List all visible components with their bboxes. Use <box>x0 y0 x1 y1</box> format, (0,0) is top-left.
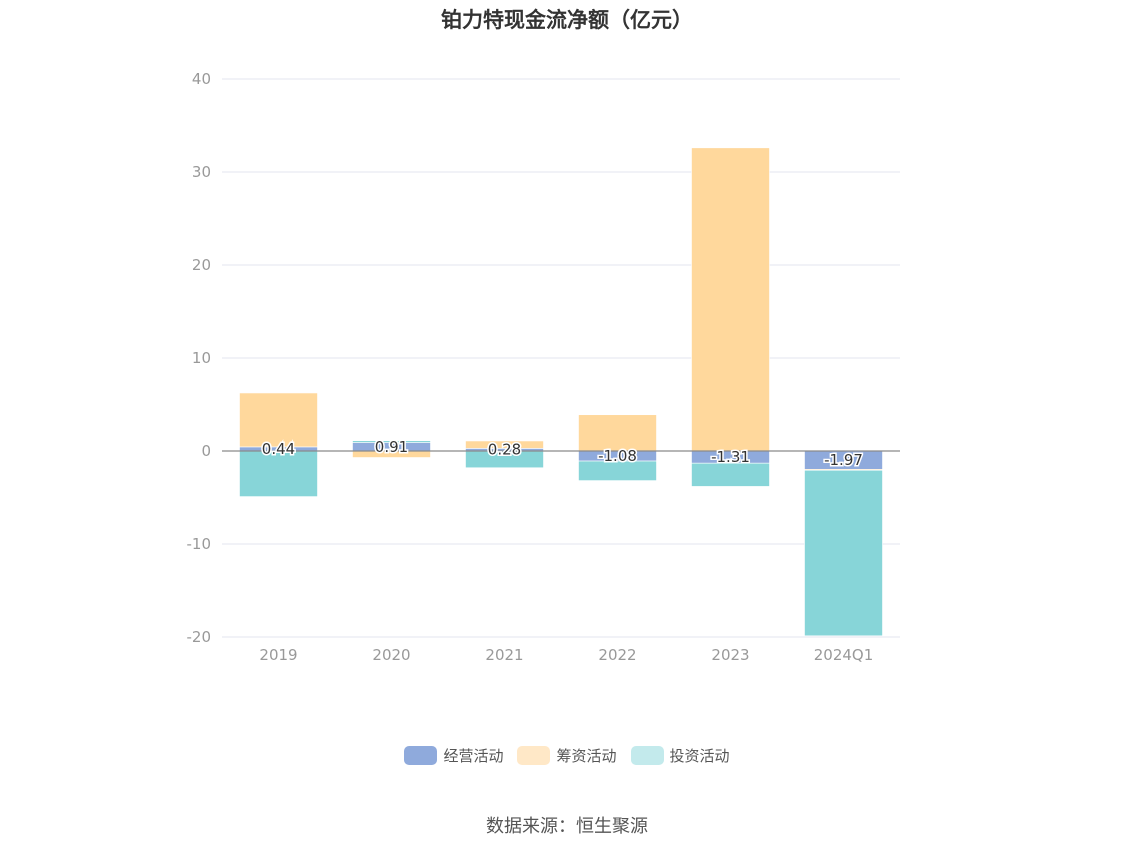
data-label: 0.91 <box>375 438 408 456</box>
legend: 经营活动 筹资活动 投资活动 <box>0 745 1134 766</box>
bar-segment[interactable] <box>691 462 770 487</box>
data-label: -1.08 <box>598 447 637 465</box>
bar-layer <box>239 147 883 637</box>
bar-segment[interactable] <box>578 460 657 481</box>
legend-swatch-investing <box>630 746 664 765</box>
y-tick-label: 0 <box>201 442 211 460</box>
legend-swatch-financing <box>517 746 551 765</box>
legend-item-operating[interactable]: 经营活动 <box>404 745 503 766</box>
y-tick-label: -10 <box>187 535 212 553</box>
chart-title: 铂力特现金流净额（亿元） <box>441 8 693 32</box>
data-source: 数据来源：恒生聚源 <box>486 816 648 837</box>
data-label-layer: 0.44 0.91 0.28 -1.08 -1.31 -1.97 <box>260 436 864 470</box>
data-label: 0.44 <box>262 440 295 458</box>
y-tick-label: 30 <box>192 163 211 181</box>
x-tick-label: 2019 <box>259 646 297 664</box>
bar-segment[interactable] <box>578 414 657 452</box>
x-tick-label: 2022 <box>598 646 636 664</box>
legend-label-investing: 投资活动 <box>669 747 730 765</box>
data-label: 0.28 <box>488 441 521 459</box>
bar-segment[interactable] <box>804 469 883 637</box>
x-tick-label: 2021 <box>485 646 523 664</box>
grid-layer <box>222 78 900 638</box>
legend-swatch-operating <box>404 746 438 765</box>
bar-segment[interactable] <box>239 392 318 448</box>
bar-segment[interactable] <box>465 440 544 449</box>
x-tick-label: 2024Q1 <box>814 646 874 664</box>
y-tick-label: 20 <box>192 256 211 274</box>
legend-item-financing[interactable]: 筹资活动 <box>517 745 617 766</box>
legend-label-operating: 经营活动 <box>443 747 504 765</box>
y-tick-label: 10 <box>192 349 211 367</box>
y-tick-label: -20 <box>187 628 212 646</box>
y-tick-label: 40 <box>192 70 211 88</box>
data-label: -1.97 <box>824 451 863 469</box>
data-label: -1.31 <box>711 448 750 466</box>
bar-segment[interactable] <box>352 440 431 443</box>
legend-item-investing[interactable]: 投资活动 <box>630 745 730 766</box>
bar-segment[interactable] <box>691 147 770 452</box>
legend-label-financing: 筹资活动 <box>556 747 617 765</box>
x-tick-label: 2023 <box>711 646 749 664</box>
axis-layer: 40 30 20 10 0 -10 -20 2019 2020 2021 2022 2023 2024Q… <box>187 70 874 664</box>
x-tick-label: 2020 <box>372 646 410 664</box>
cash-flow-chart: 0.44 0.91 0.28 -1.08 -1.31 -1.97 40 30 20 10 0 -10… <box>187 70 900 664</box>
bar-segment[interactable] <box>239 450 318 497</box>
